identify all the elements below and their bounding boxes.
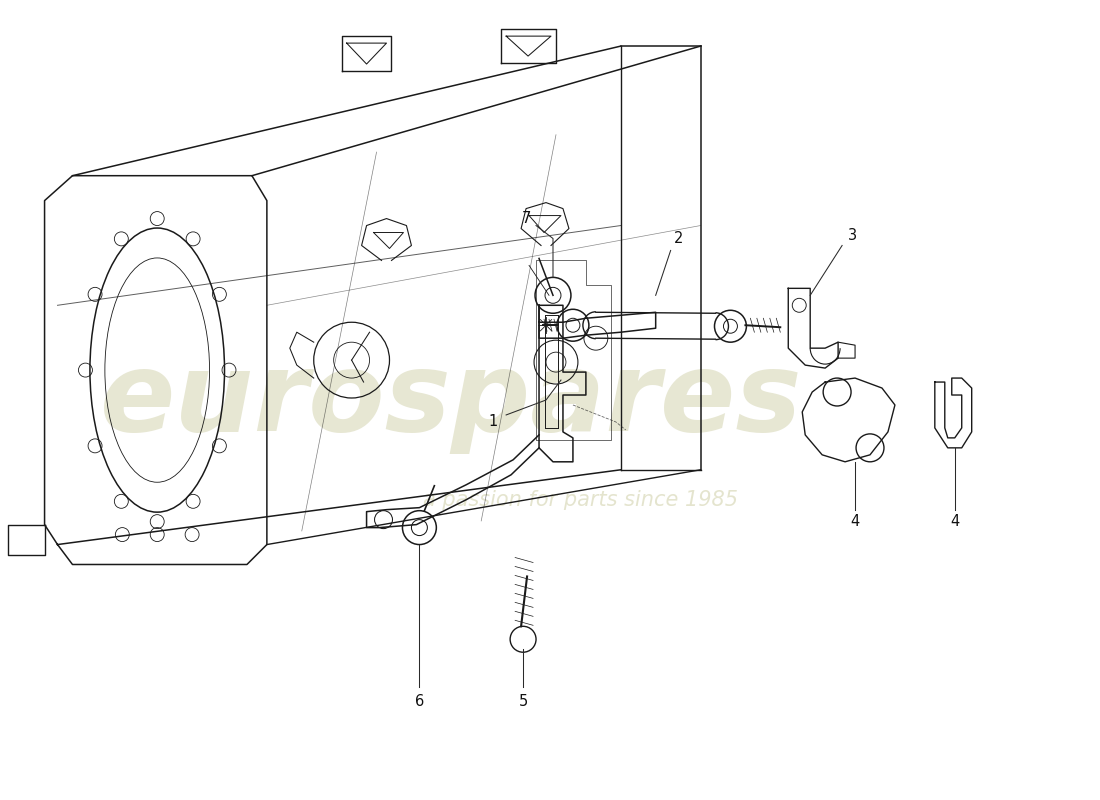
Text: 1: 1 [488, 414, 498, 430]
Text: 3: 3 [847, 228, 857, 243]
Text: 2: 2 [674, 231, 683, 246]
Text: 4: 4 [850, 514, 860, 529]
Text: a passion for parts since 1985: a passion for parts since 1985 [424, 490, 738, 510]
Text: 6: 6 [415, 694, 424, 709]
Text: eurospares: eurospares [100, 346, 803, 454]
Text: 4: 4 [950, 514, 959, 529]
Text: 5: 5 [518, 694, 528, 709]
Text: 7: 7 [521, 211, 531, 226]
